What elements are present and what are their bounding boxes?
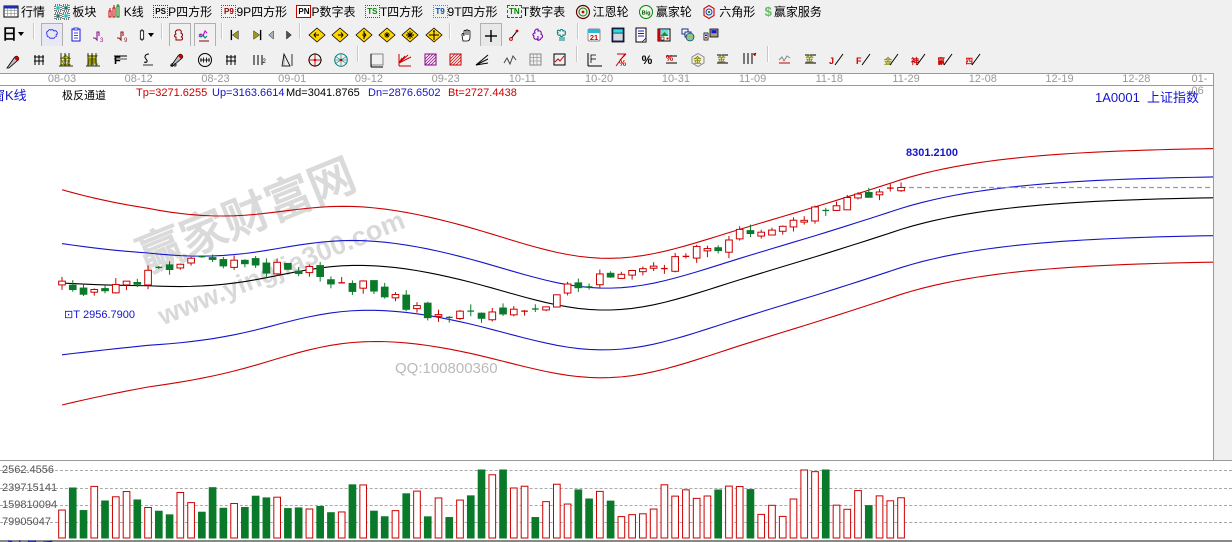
svg-text:F: F [856, 56, 862, 66]
svg-text:J: J [829, 56, 834, 66]
svg-text:金: 金 [804, 53, 814, 63]
svg-text:3: 3 [100, 38, 104, 43]
svg-text:%: % [619, 59, 626, 68]
svg-text:金: 金 [692, 55, 702, 65]
svg-text:9: 9 [124, 38, 128, 43]
svg-text:F: F [114, 55, 121, 67]
svg-text:2: 2 [263, 59, 267, 65]
svg-text:金: 金 [884, 56, 893, 66]
svg-text:Big: Big [641, 10, 650, 16]
svg-text:%: % [666, 54, 673, 63]
svg-text:21: 21 [590, 33, 598, 42]
svg-text:金: 金 [717, 53, 727, 63]
